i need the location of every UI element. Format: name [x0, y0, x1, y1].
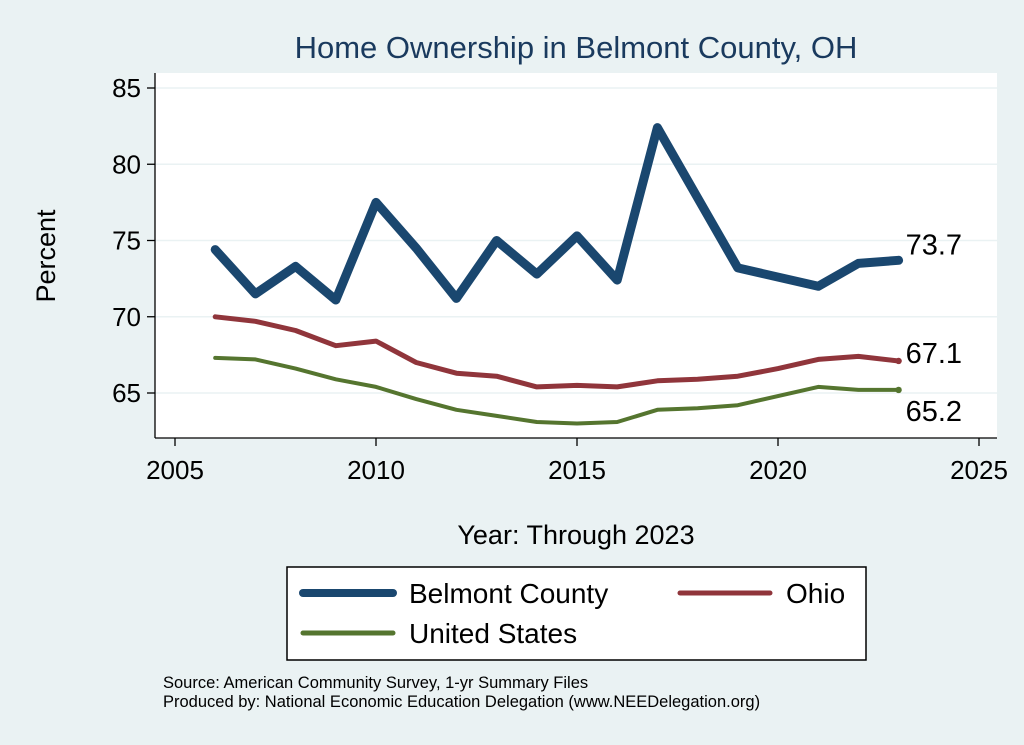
- y-tick-label-85: 85: [112, 73, 141, 103]
- x-tick-label-2020: 2020: [749, 455, 807, 485]
- source-note: Source: American Community Survey, 1-yr …: [163, 674, 588, 692]
- legend-label-belmont-county: Belmont County: [409, 578, 608, 609]
- series-line-ohio: [212, 314, 902, 390]
- end-label-united-states: 65.2: [906, 396, 962, 428]
- end-label-belmont-county: 73.7: [906, 229, 962, 261]
- x-tick-label-2015: 2015: [548, 455, 606, 485]
- x-tick-label-2010: 2010: [347, 455, 405, 485]
- chart-title: Home Ownership in Belmont County, OH: [295, 30, 858, 65]
- end-labels: 73.7 67.1 65.2: [906, 229, 962, 428]
- legend-label-united-states: United States: [409, 618, 577, 649]
- legend-box: [286, 566, 867, 661]
- y-tick-label-70: 70: [112, 302, 141, 332]
- series-lines: [210, 123, 904, 426]
- producer-note: Produced by: National Economic Education…: [163, 693, 760, 711]
- end-marker-ohio: [895, 357, 902, 365]
- y-tick-label-75: 75: [112, 226, 141, 256]
- end-marker-belmont-county: [895, 257, 902, 264]
- x-tick-label-2005: 2005: [146, 455, 204, 485]
- y-tick-label-65: 65: [112, 378, 141, 408]
- y-axis-title: Percent: [31, 209, 61, 303]
- x-tick-label-2025: 2025: [950, 455, 1008, 485]
- legend-label-ohio: Ohio: [786, 578, 845, 609]
- series-line-belmont-county: [210, 123, 904, 305]
- series-line-united-states: [213, 355, 901, 426]
- x-axis-title: Year: Through 2023: [457, 520, 694, 550]
- legend: Belmont County Ohio United States: [286, 566, 867, 661]
- plot-area: [155, 73, 997, 438]
- y-tick-label-80: 80: [112, 149, 141, 179]
- axes: 65 70 75 80 85 2005 2010 2015 2020 2025: [112, 73, 1008, 485]
- end-marker-united-states: [895, 386, 902, 394]
- end-label-ohio: 67.1: [906, 338, 962, 370]
